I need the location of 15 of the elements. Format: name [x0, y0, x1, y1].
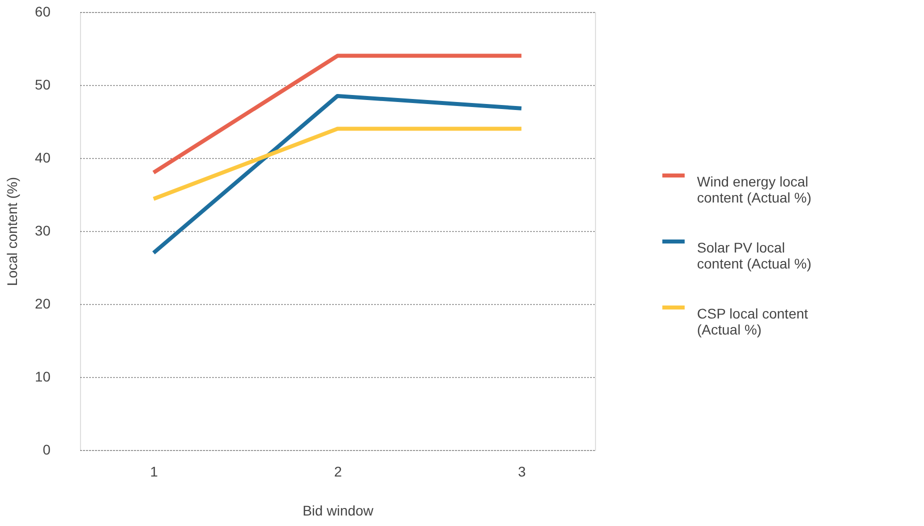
y-axis-title: Local content (%)	[4, 177, 20, 286]
legend-label: CSP local content (Actual %)	[697, 306, 808, 338]
y-tick-label: 40	[34, 150, 51, 166]
y-tick-label: 60	[34, 4, 51, 20]
x-tick-label: 3	[518, 464, 526, 480]
y-tick-label: 30	[34, 222, 51, 238]
y-tick-label: 0	[42, 442, 51, 458]
x-tick-label: 1	[150, 464, 158, 480]
y-tick-label: 50	[34, 76, 51, 92]
x-axis-title: Bid window	[302, 502, 374, 518]
y-tick-label: 10	[34, 368, 51, 384]
legend-label: Wind energy local content (Actual %)	[697, 174, 812, 206]
y-tick-label: 20	[34, 296, 51, 312]
legend-label: Solar PV local content (Actual %)	[697, 240, 812, 272]
x-tick-label: 2	[334, 464, 342, 480]
